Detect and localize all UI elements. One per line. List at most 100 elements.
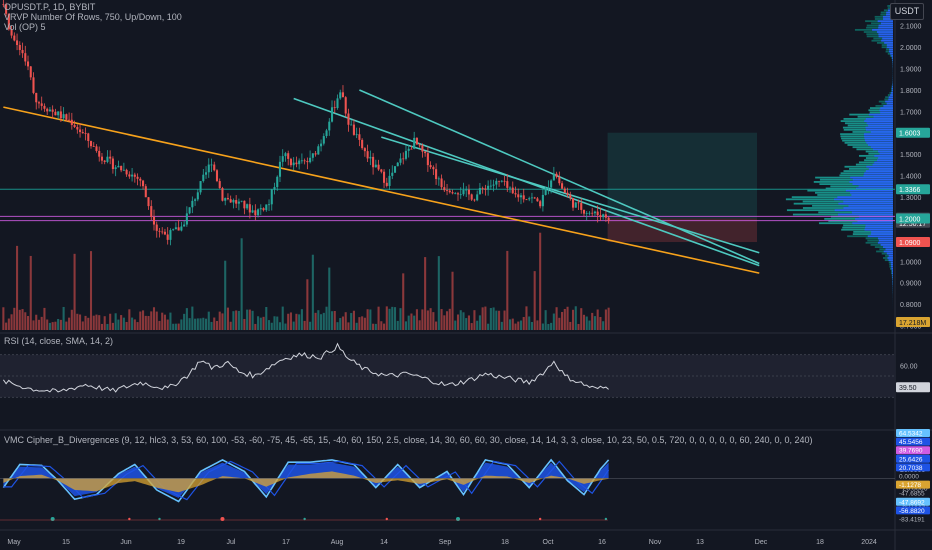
volume-bar xyxy=(380,321,383,330)
candle-body xyxy=(270,189,273,205)
vmc-value-label: -1.1278 xyxy=(899,482,921,489)
time-tick-label: Oct xyxy=(543,539,554,546)
volume-profile-row-up xyxy=(858,185,893,188)
volume-bar xyxy=(530,321,533,330)
candle-body xyxy=(166,234,169,240)
candle-body xyxy=(122,169,125,171)
candle-body xyxy=(174,227,177,230)
vrvp-legend[interactable]: VRVP Number Of Rows, 750, Up/Down, 100 xyxy=(4,12,182,22)
volume-bar xyxy=(465,318,468,330)
volume-bar xyxy=(169,312,172,330)
candle-body xyxy=(32,77,35,93)
candle-body xyxy=(377,164,380,170)
candle-body xyxy=(158,230,161,232)
candle-body xyxy=(320,143,323,147)
volume-bar xyxy=(366,309,369,330)
candle-body xyxy=(522,195,525,200)
price-tick-label: 1.7000 xyxy=(900,109,922,116)
candle-body xyxy=(240,200,243,202)
volume-profile-row-up xyxy=(865,226,893,229)
candle-body xyxy=(495,180,498,185)
candle-body xyxy=(465,189,468,191)
candle-body xyxy=(155,224,158,231)
time-tick-label: Dec xyxy=(755,539,768,546)
vmc-value-badge xyxy=(896,429,930,437)
candle-body xyxy=(604,214,607,218)
candle-body xyxy=(511,187,514,194)
volume-bar xyxy=(54,321,57,330)
candle-body xyxy=(163,231,166,235)
candle-body xyxy=(577,202,580,204)
candle-body xyxy=(48,109,51,112)
candle-body xyxy=(602,214,605,218)
volume-profile-row-up xyxy=(892,85,893,88)
price-tick-label: 0.9000 xyxy=(900,281,922,288)
candle-body xyxy=(385,182,388,186)
volume-bar xyxy=(604,309,607,330)
candle-body xyxy=(43,105,46,109)
candle-body xyxy=(204,172,208,175)
candle-body xyxy=(484,188,487,190)
volume-bar xyxy=(204,318,208,330)
volume-bar xyxy=(188,318,191,330)
volume-bar xyxy=(309,321,312,330)
volume-profile-row-up xyxy=(892,57,893,59)
candle-body xyxy=(89,141,93,147)
candle-body xyxy=(363,148,366,152)
volume-bar xyxy=(26,316,30,330)
volume-legend[interactable]: Vol (OP) 5 xyxy=(4,22,46,32)
candle-body xyxy=(65,114,68,120)
volume-profile-row-up xyxy=(870,131,893,133)
candle-body xyxy=(287,153,290,159)
candle-body xyxy=(218,181,221,189)
vmc-value-badge xyxy=(896,463,930,472)
volume-bar xyxy=(240,238,243,330)
candle-body xyxy=(76,127,79,130)
volume-bar xyxy=(563,308,566,330)
candle-body xyxy=(325,130,328,137)
volume-bar xyxy=(292,321,295,330)
volume-bar xyxy=(462,312,465,330)
volume-profile-row-up xyxy=(851,211,893,214)
volume-bar xyxy=(13,307,16,330)
volume-bar xyxy=(503,310,506,330)
time-tick-label: 18 xyxy=(816,539,824,546)
volume-profile-row-up xyxy=(885,100,893,103)
volume-bar xyxy=(68,317,71,330)
symbol-title[interactable]: OPUSDT.P, 1D, BYBIT xyxy=(4,2,96,12)
candle-body xyxy=(399,158,402,163)
volume-profile-row-up xyxy=(868,124,893,127)
price-badge-label: 12:50:17 xyxy=(899,221,926,228)
volume-bar xyxy=(374,323,377,330)
volume-bar xyxy=(120,315,123,330)
candle-body xyxy=(566,192,569,195)
candle-body xyxy=(248,204,251,213)
volume-bar xyxy=(139,311,142,330)
rsi-legend[interactable]: RSI (14, close, SMA, 14, 2) xyxy=(4,336,114,346)
vmc-legend[interactable]: VMC Cipher_B_Divergences (9, 12, hlc3, 3… xyxy=(4,435,813,445)
volume-bar xyxy=(363,317,366,330)
candle-body xyxy=(435,169,438,179)
volume-bar xyxy=(599,317,602,330)
volume-bar xyxy=(131,317,134,330)
volume-bar xyxy=(191,306,194,330)
volume-bar xyxy=(320,314,323,330)
divergence-dot xyxy=(303,517,306,521)
volume-bar xyxy=(103,316,106,330)
candle-body xyxy=(514,193,517,195)
time-tick-label: 2024 xyxy=(861,539,877,546)
candle-body xyxy=(54,111,57,116)
volume-bar xyxy=(7,318,10,330)
volume-profile-row-up xyxy=(878,157,893,159)
volume-bar xyxy=(243,318,246,330)
candle-body xyxy=(79,129,82,133)
candle-body xyxy=(503,180,506,182)
candle-body xyxy=(125,169,128,175)
volume-bar xyxy=(484,306,487,330)
volume-bar xyxy=(183,313,186,330)
candle-body xyxy=(369,156,372,159)
candle-body xyxy=(607,217,610,221)
currency-unit-button[interactable]: USDT xyxy=(890,3,924,20)
volume-bar xyxy=(226,307,229,330)
